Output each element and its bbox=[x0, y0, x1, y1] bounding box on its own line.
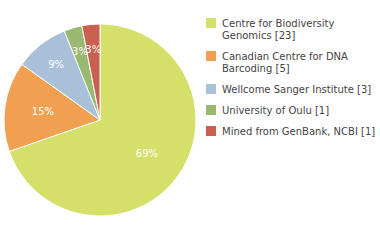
legend-swatch bbox=[206, 18, 216, 28]
chart: 69%15%9%3%3%Centre for BiodiversityGenom… bbox=[0, 0, 380, 240]
legend-swatch bbox=[206, 126, 216, 136]
legend-label: Canadian Centre for DNABarcoding [5] bbox=[222, 51, 348, 74]
legend-label-line: Mined from GenBank, NCBI [1] bbox=[222, 126, 375, 137]
data-labels: 69%15%9%3%3% bbox=[32, 44, 158, 159]
legend-label: Wellcome Sanger Institute [3] bbox=[222, 84, 371, 95]
legend: Centre for BiodiversityGenomics [23] Cana… bbox=[206, 18, 375, 137]
data-label: 15% bbox=[32, 106, 54, 117]
legend-label-line: University of Oulu [1] bbox=[222, 105, 329, 116]
data-label: 9% bbox=[48, 59, 64, 70]
legend-label-line: Genomics [23] bbox=[222, 30, 295, 41]
legend-label: Centre for BiodiversityGenomics [23] bbox=[222, 18, 335, 41]
legend-label-line: Canadian Centre for DNA bbox=[222, 51, 348, 62]
data-label: 3% bbox=[85, 44, 101, 55]
data-label: 69% bbox=[136, 148, 158, 159]
legend-swatch bbox=[206, 84, 216, 94]
pie bbox=[4, 24, 196, 216]
legend-label: University of Oulu [1] bbox=[222, 105, 329, 116]
legend-label-line: Wellcome Sanger Institute [3] bbox=[222, 84, 371, 95]
pie-slice bbox=[82, 24, 100, 120]
legend-swatch bbox=[206, 51, 216, 61]
legend-label-line: Centre for Biodiversity bbox=[222, 18, 335, 29]
legend-label-line: Barcoding [5] bbox=[222, 63, 290, 74]
legend-swatch bbox=[206, 105, 216, 115]
legend-label: Mined from GenBank, NCBI [1] bbox=[222, 126, 375, 137]
